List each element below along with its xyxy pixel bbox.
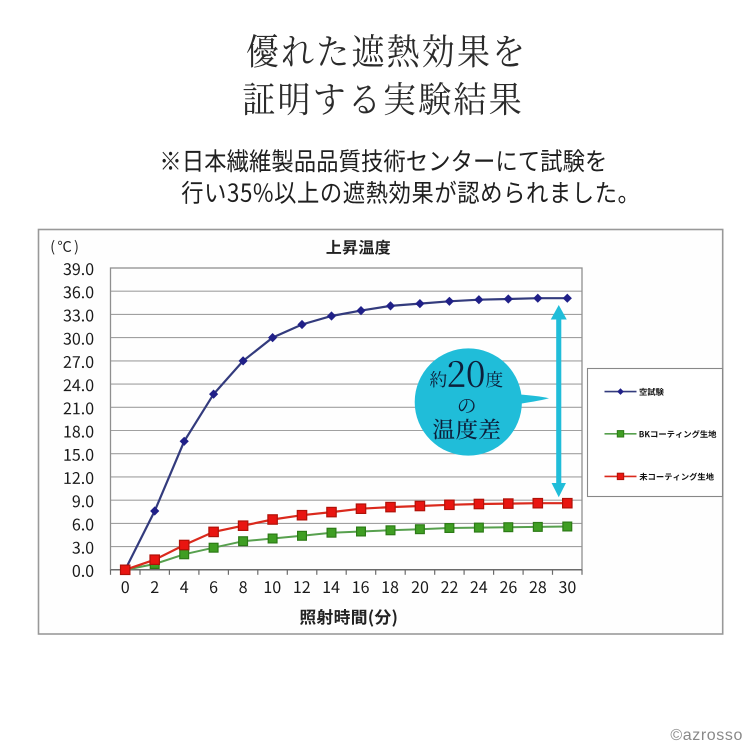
svg-text:©azrosso: ©azrosso (670, 727, 743, 744)
